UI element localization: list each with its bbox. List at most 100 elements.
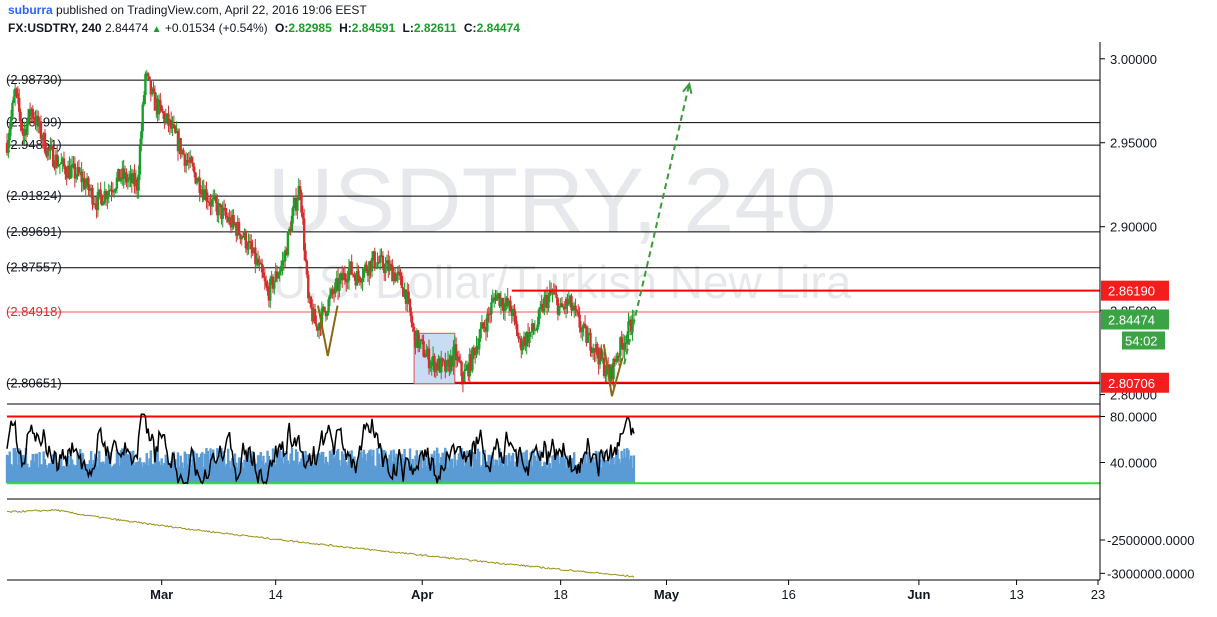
volume-bar <box>274 464 277 484</box>
author-name[interactable]: suburra <box>8 3 53 17</box>
volume-bar <box>19 459 22 484</box>
candle-body <box>350 261 353 275</box>
volume-bar <box>49 463 52 484</box>
level-label: (2.80651) <box>6 376 62 391</box>
volume-bar <box>30 460 33 484</box>
candle-body <box>277 275 280 279</box>
candle-body <box>511 308 515 317</box>
volume-bar <box>562 448 565 484</box>
volume-bar <box>308 455 311 484</box>
candle-body <box>615 360 618 362</box>
volume-bar <box>551 455 554 484</box>
candle-body <box>444 360 447 372</box>
watermark-symbol: USDTRY, 240 <box>267 150 836 252</box>
price-candles <box>5 69 636 393</box>
candle-body <box>250 241 253 250</box>
candle-body <box>199 192 203 195</box>
countdown-label: 54:02 <box>1125 333 1158 348</box>
candle-body <box>235 225 238 236</box>
volume-bar <box>449 459 452 484</box>
resistance-price-tag-bg <box>1101 280 1169 301</box>
candle-body <box>446 359 450 361</box>
candle-body <box>419 339 423 341</box>
volume-bar <box>632 455 636 484</box>
volume-bar <box>148 458 151 484</box>
candle-body <box>224 208 227 216</box>
volume-bar <box>248 460 252 484</box>
candle-body <box>182 149 185 155</box>
candle-body <box>22 130 25 136</box>
volume-bar <box>37 467 40 484</box>
volume-bar <box>631 467 634 484</box>
candle-body <box>402 288 405 297</box>
candle-body <box>176 130 180 152</box>
volume-bar <box>225 463 229 484</box>
volume-bar <box>422 456 425 484</box>
volume-bar <box>608 464 611 484</box>
volume-bar <box>365 460 368 484</box>
candle-body <box>54 154 58 169</box>
time-tick-label: Jun <box>907 587 930 602</box>
candle-body <box>46 148 49 157</box>
volume-bar <box>152 464 155 484</box>
candle-body <box>590 350 594 353</box>
candle-body <box>229 217 233 228</box>
candle-body <box>406 291 409 304</box>
candle-body <box>484 327 488 332</box>
candle-body <box>149 79 153 95</box>
volume-bar <box>131 450 135 484</box>
candle-body <box>592 348 595 353</box>
volume-bar <box>155 449 158 484</box>
candle-body <box>326 312 329 317</box>
osc-tick-label: -2500000.0000 <box>1107 533 1194 548</box>
volume-bar <box>26 463 29 484</box>
volume-bar <box>108 452 112 484</box>
candle-body <box>201 189 204 195</box>
volume-bar <box>345 461 348 484</box>
candle-body <box>568 295 572 300</box>
volume-bar <box>42 451 45 484</box>
price-axis[interactable]: 3.000002.950002.900002.850002.800002.861… <box>1099 42 1194 581</box>
volume-bar <box>269 459 272 484</box>
volume-bar <box>430 453 433 484</box>
candle-body <box>492 297 496 299</box>
volume-bar <box>317 453 321 484</box>
candle-body <box>179 138 182 155</box>
candle-body <box>345 279 348 283</box>
volume-bar <box>123 450 127 484</box>
candle-body <box>502 306 505 312</box>
candle-body <box>266 286 269 292</box>
projection-arrowhead <box>682 81 693 94</box>
volume-bar <box>554 448 557 484</box>
volume-bar <box>521 452 524 484</box>
candle-body <box>483 327 486 329</box>
volume-bar <box>450 458 454 484</box>
time-axis[interactable]: Mar 14 Apr 18 May 16 Jun 13 23 <box>7 579 1105 602</box>
candle-body <box>513 308 516 316</box>
candle-body <box>479 328 482 339</box>
volume-bar <box>221 451 224 484</box>
candle-body <box>336 278 340 291</box>
volume-bar <box>224 466 227 484</box>
candle-body <box>73 163 77 179</box>
candle-body <box>545 295 549 309</box>
volume-bar <box>418 467 421 484</box>
candle-body <box>119 178 123 182</box>
candle-body <box>50 146 53 148</box>
candle-body <box>77 167 81 174</box>
volume-bar <box>448 455 451 484</box>
candle-body <box>307 274 310 299</box>
candle-body <box>254 247 257 265</box>
symbol-label[interactable]: FX:USDTRY, 240 <box>8 21 102 35</box>
candle-body <box>45 152 48 157</box>
candle-body <box>518 338 522 340</box>
candle-body <box>233 223 237 226</box>
volume-bar <box>357 458 360 484</box>
candle-body <box>118 169 121 182</box>
volume-bar <box>68 464 71 484</box>
osc-tick-label: -3000000.0000 <box>1107 566 1194 581</box>
candle-body <box>582 323 585 329</box>
candle-body <box>415 330 419 348</box>
volume-bar <box>13 447 17 484</box>
